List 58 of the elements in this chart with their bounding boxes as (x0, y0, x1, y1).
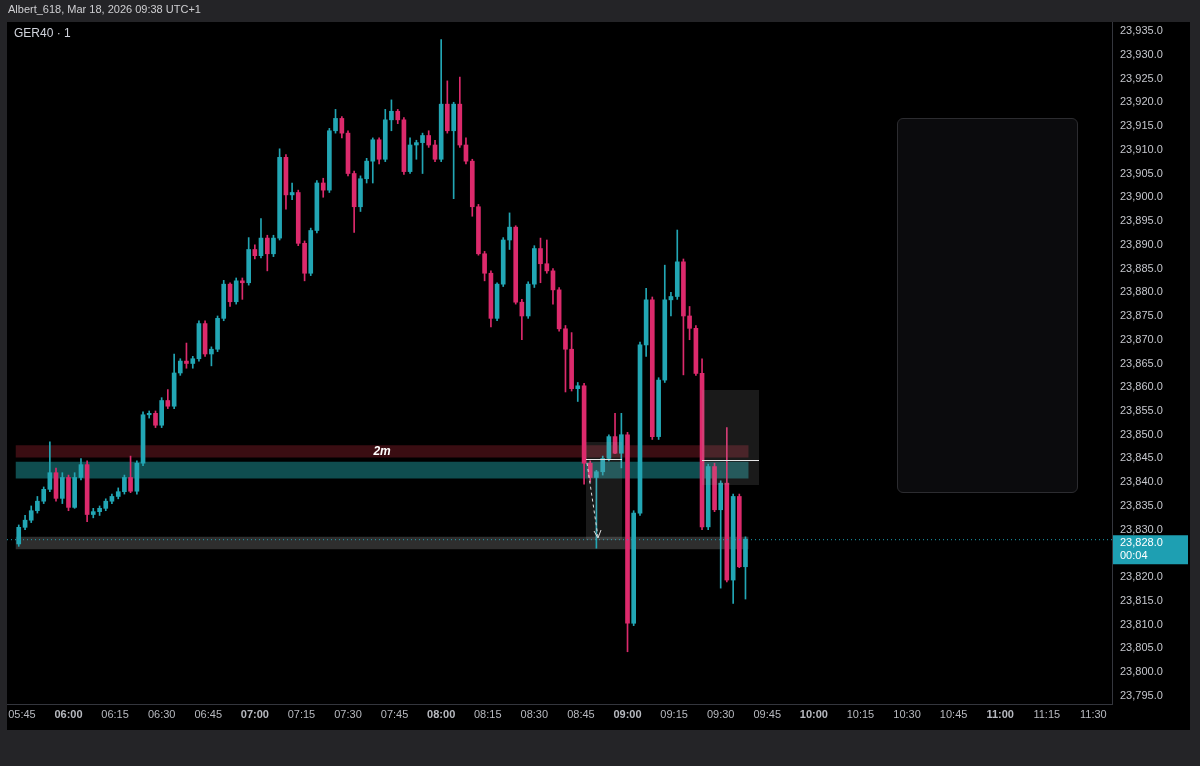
x-tick-label: 06:15 (101, 707, 129, 720)
y-tick-label: 23,895.0 (1120, 214, 1163, 227)
x-tick-label: 09:30 (706, 707, 735, 720)
x-tick-label: 08:30 (520, 707, 549, 720)
y-tick-label: 23,925.0 (1120, 71, 1163, 84)
y-tick-label: 23,795.0 (1120, 688, 1163, 701)
y-tick-label: 23,840.0 (1120, 475, 1163, 488)
x-tick-label: 09:45 (753, 707, 782, 720)
x-tick-label: 06:00 (54, 707, 83, 720)
candlestick (575, 382, 581, 402)
x-tick-label: 08:00 (427, 707, 456, 720)
y-tick-label: 23,815.0 (1120, 593, 1163, 606)
x-tick-label: 10:00 (799, 707, 828, 720)
y-tick-label: 23,890.0 (1120, 237, 1163, 250)
y-tick-label: 23,850.0 (1120, 427, 1163, 440)
x-tick-label: 05:45 (8, 707, 36, 720)
band-label: 2m (372, 444, 392, 459)
x-tick-label: 11:15 (1033, 707, 1061, 720)
y-tick-label: 23,935.0 (1120, 24, 1163, 37)
y-tick-label: 23,820.0 (1120, 570, 1163, 583)
y-tick-label: 23,910.0 (1120, 142, 1163, 155)
y-tick-label: 23,810.0 (1120, 617, 1163, 630)
y-tick-label: 23,855.0 (1120, 404, 1163, 416)
x-tick-label: 07:00 (240, 707, 269, 720)
x-tick-label: 11:00 (986, 707, 1014, 720)
x-tick-label: 07:15 (287, 707, 316, 720)
x-tick-label: 09:15 (660, 707, 688, 720)
y-tick-label: 23,930.0 (1120, 47, 1163, 60)
x-tick-label: 07:30 (334, 707, 362, 720)
text: 00:04 (1120, 549, 1148, 562)
y-tick-label: 23,845.0 (1120, 451, 1163, 464)
x-tick-label: 07:45 (380, 707, 409, 720)
y-tick-label: 23,830.0 (1120, 522, 1163, 535)
y-tick-label: 23,835.0 (1120, 498, 1163, 511)
y-tick-label: 23,860.0 (1120, 380, 1163, 393)
x-tick-label: 06:45 (194, 707, 223, 720)
y-tick-label: 23,880.0 (1120, 285, 1163, 298)
y-tick-label: 23,800.0 (1120, 665, 1163, 678)
x-tick-label: 11:30 (1080, 707, 1107, 720)
x-tick-label: 08:15 (473, 707, 502, 720)
chart-title: GER40 · 1 (14, 26, 71, 40)
y-tick-label: 23,870.0 (1120, 332, 1163, 345)
ref-line-label: 23,828.0 (1120, 536, 1163, 549)
y-tick-label: 23,915.0 (1120, 119, 1163, 132)
y-tick-label: 23,920.0 (1120, 95, 1163, 108)
x-tick-label: 10:15 (846, 707, 875, 720)
y-tick-label: 23,875.0 (1120, 309, 1163, 322)
y-tick-label: 23,905.0 (1120, 166, 1163, 179)
x-tick-label: 06:30 (147, 707, 176, 720)
y-tick-label: 23,900.0 (1120, 190, 1163, 203)
x-tick-label: 08:45 (567, 707, 595, 720)
y-tick-label: 23,805.0 (1120, 641, 1163, 654)
text: Albert_618, Mar 18, 2026 09:38 UTC+1 (8, 3, 201, 15)
x-tick-label: 10:30 (893, 707, 921, 720)
y-tick-label: 23,885.0 (1120, 261, 1163, 274)
x-tick-label: 10:45 (939, 707, 968, 720)
x-tick-label: 09:00 (613, 707, 642, 720)
y-tick-label: 23,865.0 (1120, 356, 1163, 369)
